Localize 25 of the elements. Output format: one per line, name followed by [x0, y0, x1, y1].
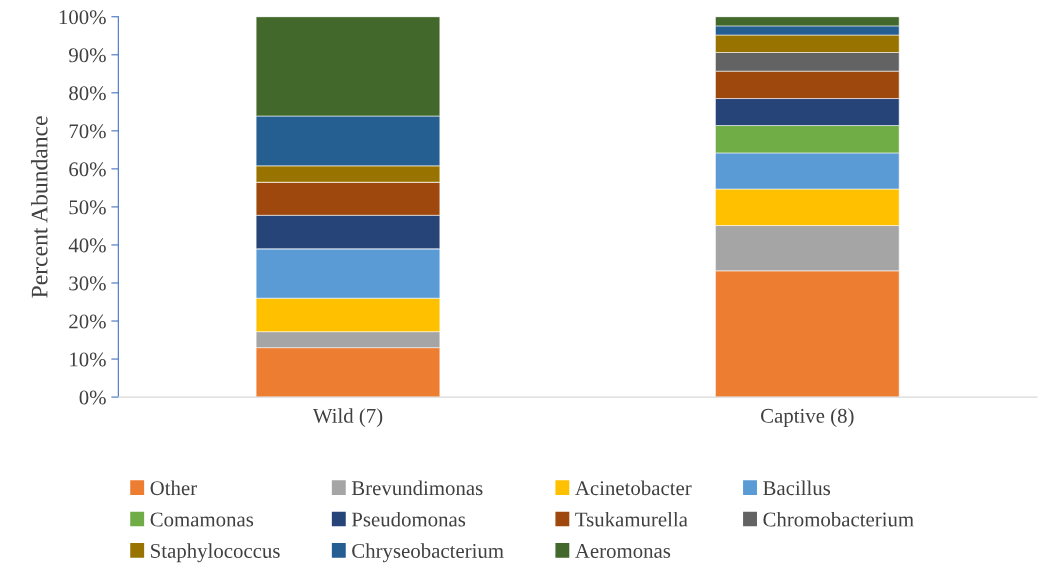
legend-label: Staphylococcus: [151, 543, 280, 563]
x-tick-label: Captive (8): [761, 408, 854, 428]
y-tick-label: 90%: [69, 48, 106, 63]
legend-label: Brevundimonas: [351, 480, 483, 496]
legend-label: Chromobacterium: [763, 511, 914, 527]
legend-label: Other: [150, 480, 197, 496]
y-tick-label: 70%: [69, 124, 106, 139]
x-tick-label: Wild (7): [312, 408, 383, 428]
legend-label: Acinetobacter: [575, 480, 692, 496]
y-axis-title: Percent Abundance: [30, 116, 48, 298]
legend-label: Bacillus: [763, 480, 831, 496]
y-tick-label: 0%: [79, 390, 106, 405]
y-tick-label: 10%: [70, 352, 106, 367]
legend-label: Pseudomonas: [351, 511, 466, 527]
y-tick-label: 80%: [69, 86, 106, 101]
y-tick-label: 60%: [69, 162, 106, 177]
y-tick-label: 100%: [59, 10, 106, 25]
legend-label: Chryseobacterium: [352, 543, 504, 563]
y-tick-label: 50%: [69, 200, 106, 215]
legend-label: Tsukamurella: [575, 511, 688, 527]
legend-label: Comamonas: [150, 512, 254, 527]
y-tick-label: 40%: [68, 238, 106, 253]
y-tick-label: 20%: [69, 314, 106, 329]
y-tick-label: 30%: [69, 276, 106, 291]
legend-label: Aeromonas: [575, 543, 671, 558]
